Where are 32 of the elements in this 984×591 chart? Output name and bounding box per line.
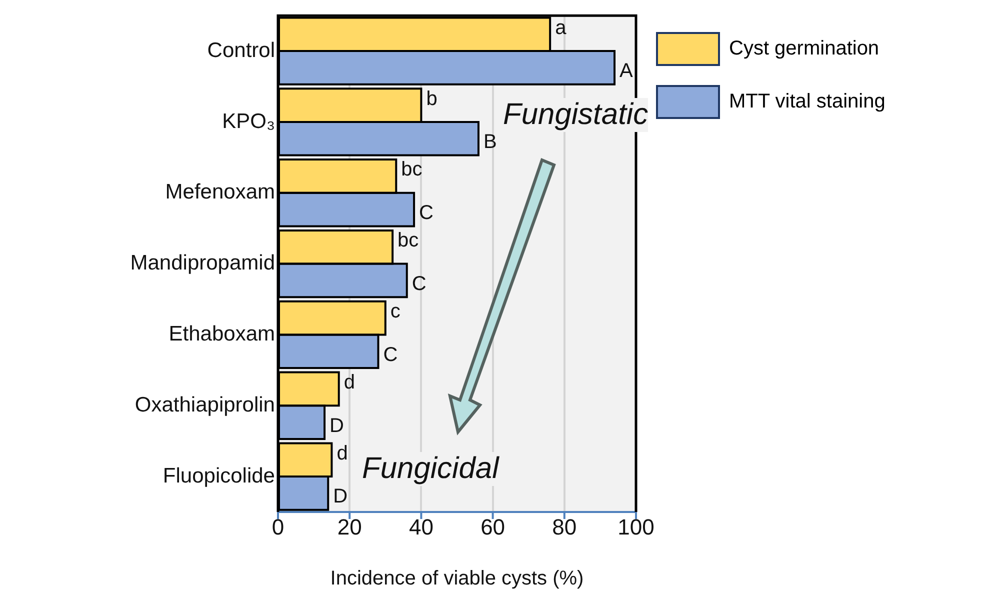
data-label: bc	[398, 230, 419, 252]
legend-label: MTT vital staining	[729, 90, 886, 113]
x-axis-title: Incidence of viable cysts (%)	[330, 568, 584, 590]
y-tick-label: Mefenoxam	[165, 180, 275, 204]
data-label: D	[333, 486, 348, 508]
data-label: C	[383, 344, 398, 366]
y-tick-label: Fluopicolide	[162, 464, 275, 488]
data-label: D	[330, 414, 344, 437]
data-label: C	[412, 272, 426, 295]
y-tick-label: Control	[207, 38, 275, 62]
y-tick-label: Oxathiapiprolin	[134, 393, 275, 416]
x-tick-label: 0	[272, 514, 284, 540]
data-label: C	[419, 202, 434, 224]
data-label: a	[555, 16, 568, 39]
y-tick-label: Ethaboxam	[168, 322, 275, 346]
x-tick-label: 60	[480, 514, 506, 540]
data-label: A	[620, 60, 634, 82]
data-label: bc	[401, 158, 422, 181]
y-tick-label: KPO₃	[222, 110, 275, 133]
x-tick-label: 100	[618, 514, 654, 540]
x-tick-label: 80	[552, 514, 577, 540]
data-label: c	[390, 300, 400, 323]
x-tick-label: 20	[337, 514, 362, 540]
data-label: B	[483, 131, 497, 154]
annotation: Fungistatic	[503, 98, 648, 132]
legend-label: Cyst germination	[729, 38, 880, 60]
data-label: b	[426, 88, 438, 110]
data-label: d	[344, 371, 355, 394]
data-label: d	[336, 442, 348, 464]
annotation: Fungicidal	[362, 452, 499, 486]
x-tick-label: 40	[408, 514, 434, 540]
y-tick-label: Mandipropamid	[130, 252, 275, 275]
